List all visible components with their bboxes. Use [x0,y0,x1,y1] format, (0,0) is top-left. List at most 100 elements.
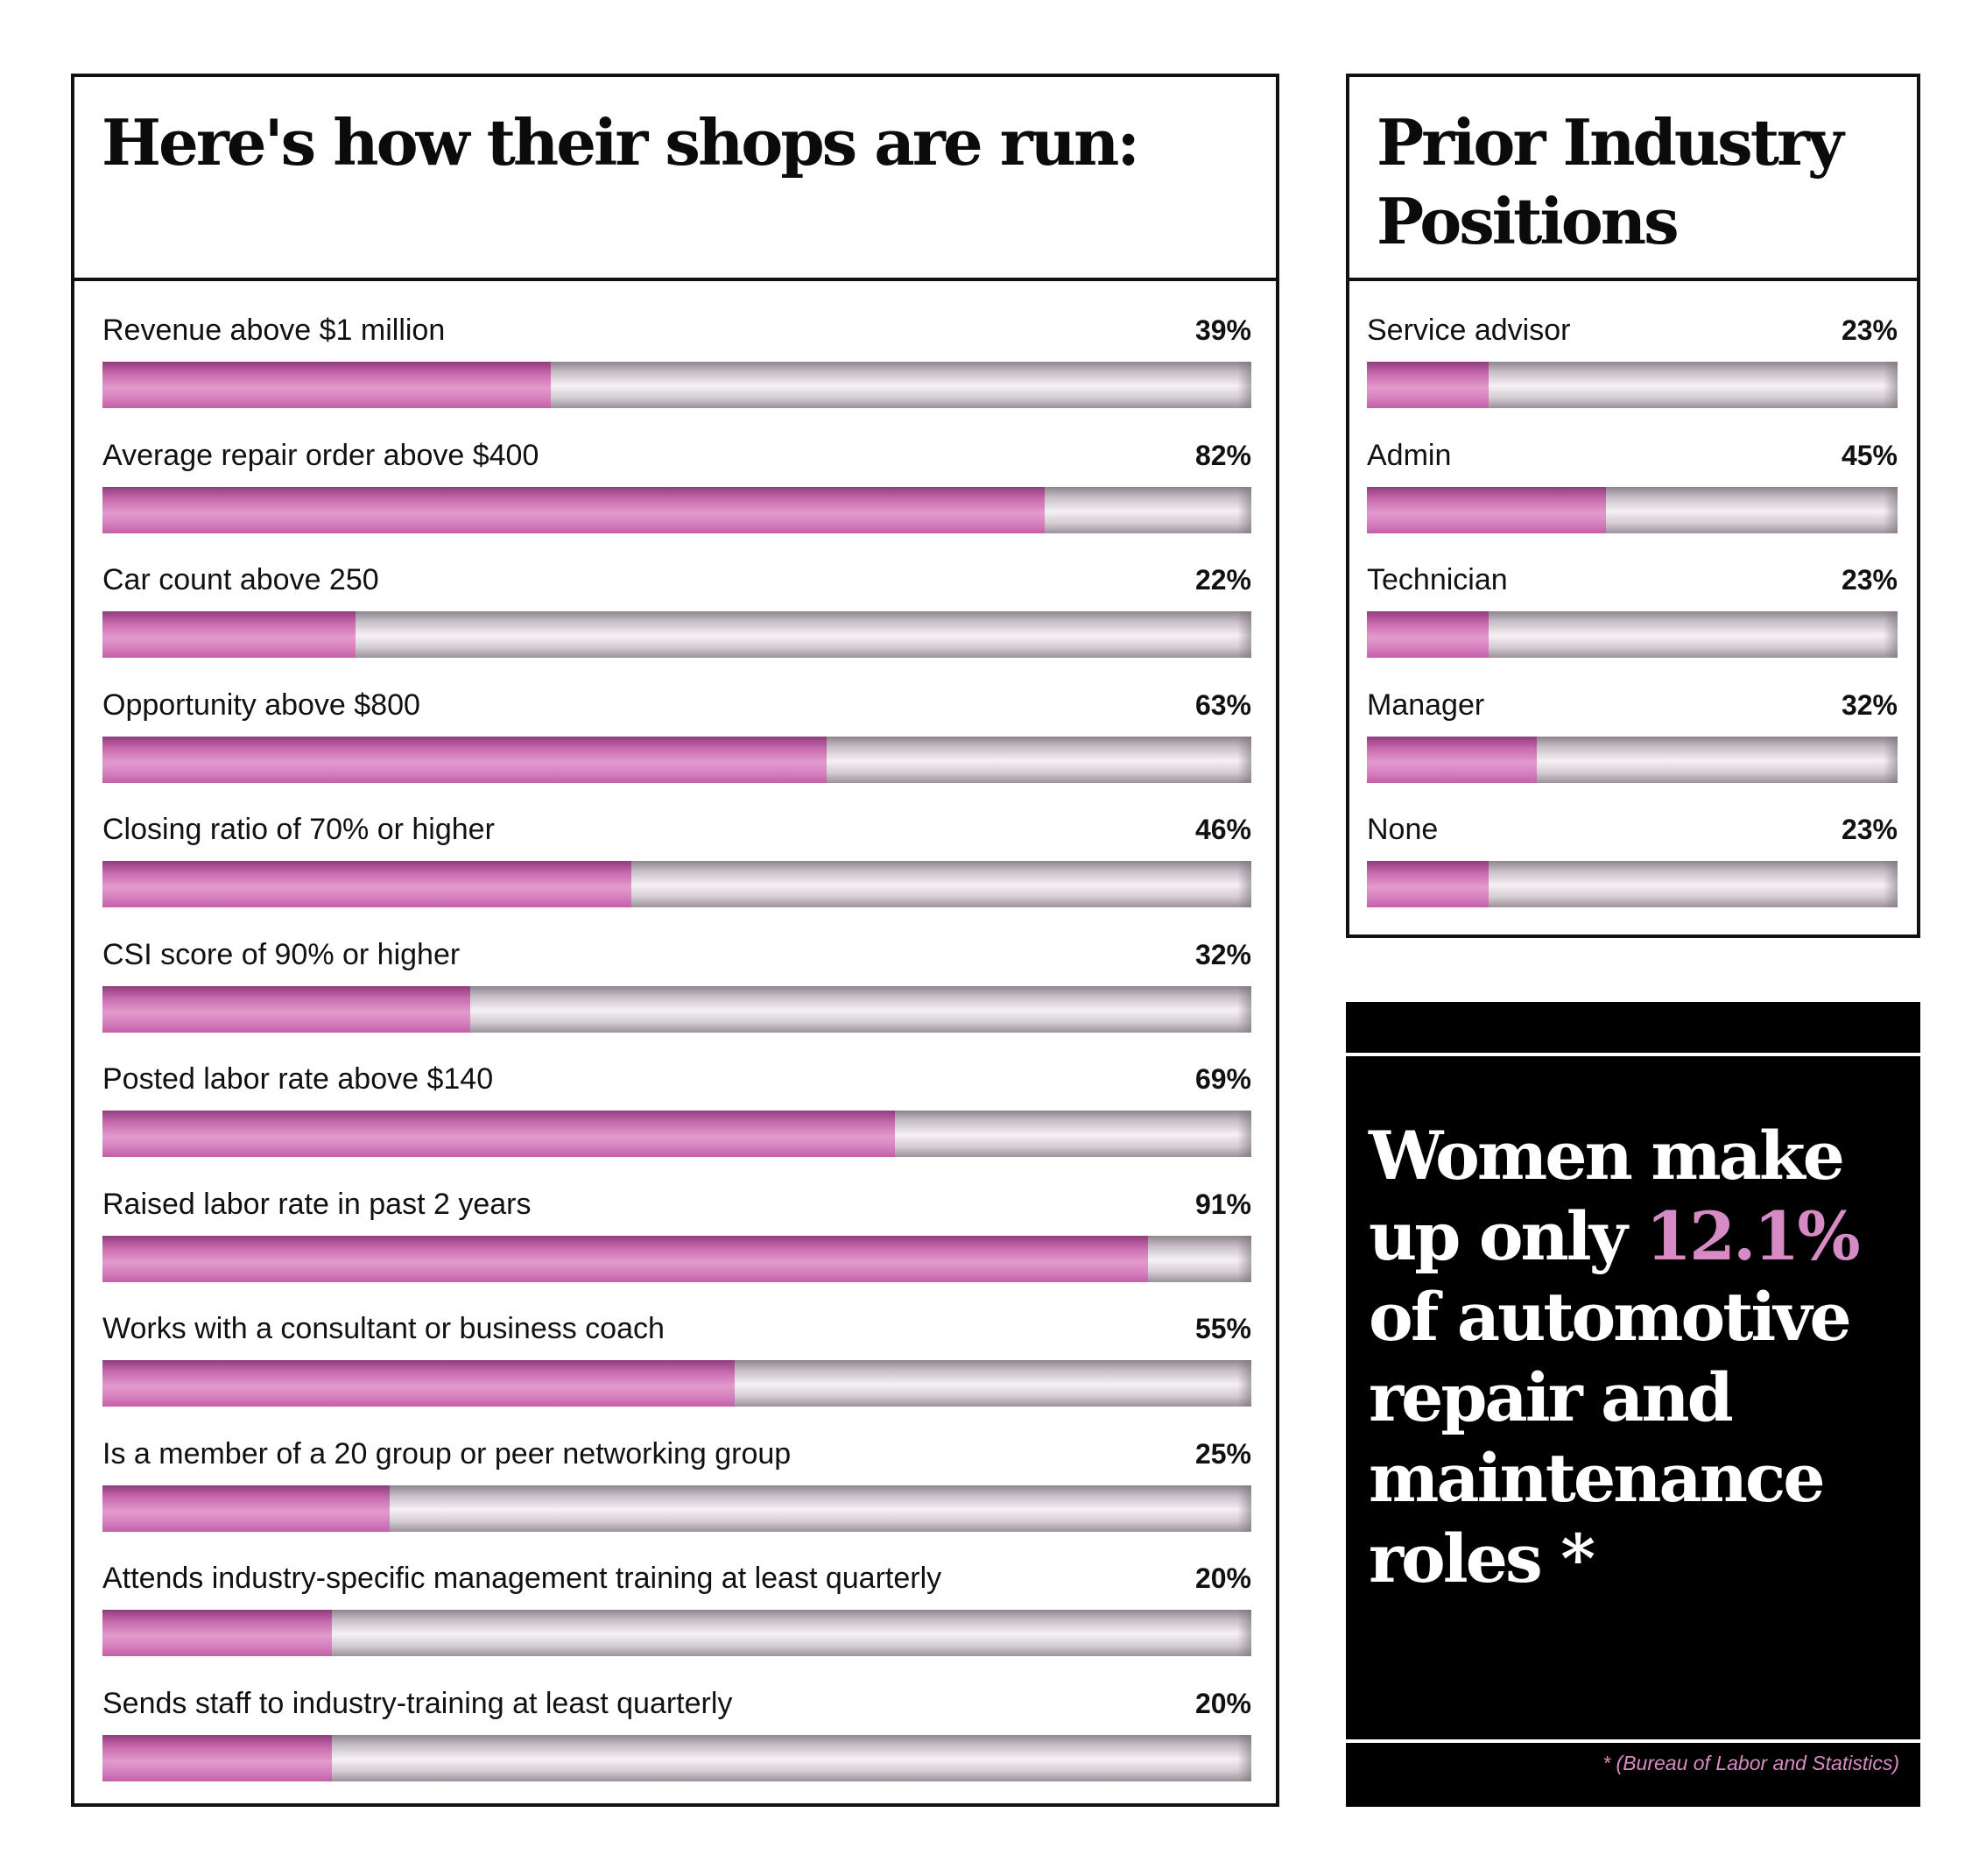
shop-stat-value: 91% [1194,1188,1251,1220]
shop-stat-bar-track [102,611,1251,658]
shop-stat-bar-track [102,861,1251,907]
shop-stats-panel: Here's how their shops are run: Revenue … [71,74,1279,1807]
prior-positions-header: Prior Industry Positions [1349,77,1917,281]
shop-stats-title: Here's how their shops are run: [102,105,1140,180]
shop-stat-bar [102,1610,333,1656]
shop-stat-row: Posted labor rate above $140 69% [102,1061,1251,1158]
callout-text-before: Women make up only [1369,1117,1845,1275]
prior-position-row: Technician 23% [1367,562,1898,659]
prior-position-label: Admin [1367,438,1452,472]
shop-stat-label: Opportunity above $800 [102,688,420,722]
shop-stat-bar [102,985,470,1033]
shop-stat-row: Attends industry-specific management tra… [102,1561,1251,1657]
prior-position-label: Technician [1367,563,1508,596]
prior-position-value: 45% [1841,439,1898,471]
shop-stat-bar-track [102,1610,1251,1656]
prior-position-bar-track [1367,362,1898,408]
shop-stat-value: 82% [1194,439,1251,471]
shop-stat-row: Raised labor rate in past 2 years 91% [102,1187,1251,1283]
shop-stat-bar-track [102,736,1251,783]
prior-position-row: Admin 45% [1367,438,1898,534]
shop-stat-bar-track [102,362,1251,408]
shop-stat-value: 32% [1194,938,1251,970]
shop-stat-value: 22% [1194,564,1251,596]
shop-stat-bar [102,1360,735,1407]
shop-stats-header: Here's how their shops are run: [74,77,1276,281]
shop-stat-value: 63% [1194,688,1251,721]
callout-text-after: of automotive repair and maintenance rol… [1369,1278,1852,1597]
shop-stat-row: Is a member of a 20 group or peer networ… [102,1436,1251,1533]
callout-asterisk: * [1539,1520,1595,1597]
shop-stat-bar [102,1485,390,1532]
shop-stat-label: Car count above 250 [102,563,379,596]
shop-stat-row: Works with a consultant or business coac… [102,1311,1251,1407]
shop-stat-value: 39% [1194,314,1251,346]
callout-source-note: * (Bureau of Labor and Statistics) [1602,1752,1899,1774]
shop-stat-label: Works with a consultant or business coac… [102,1312,665,1345]
prior-positions-title: Prior Industry Positions [1377,105,1844,258]
shop-stat-bar [102,486,1045,533]
shop-stat-label: Raised labor rate in past 2 years [102,1187,532,1221]
shop-stat-label: Attends industry-specific management tra… [102,1562,942,1595]
shop-stat-value: 20% [1194,1687,1251,1719]
shop-stat-bar [102,861,631,907]
prior-position-row: Service advisor 23% [1367,313,1898,409]
shop-stat-label: Posted labor rate above $140 [102,1062,494,1096]
shop-stat-row: Revenue above $1 million 39% [102,313,1251,409]
shop-stat-row: CSI score of 90% or higher 32% [102,937,1251,1033]
callout-bottom-divider [1346,1739,1920,1743]
shop-stat-bar-track [102,1485,1251,1532]
shop-stat-bar [102,1235,1148,1282]
shop-stat-row: Average repair order above $400 82% [102,438,1251,534]
shop-stat-bar-track [102,1734,1251,1781]
shop-stat-bar-track [102,985,1251,1033]
shop-stat-row: Opportunity above $800 63% [102,688,1251,784]
shop-stat-value: 25% [1194,1437,1251,1470]
prior-position-bar-track [1367,611,1898,658]
shop-stat-row: Car count above 250 22% [102,562,1251,659]
prior-position-bar [1367,486,1606,533]
shop-stat-label: CSI score of 90% or higher [102,937,461,971]
prior-position-bar-track [1367,486,1898,533]
prior-position-bar [1367,362,1490,408]
prior-position-bar-track [1367,736,1898,783]
prior-position-bar-track [1367,861,1898,907]
shop-stat-value: 55% [1194,1313,1251,1344]
prior-position-value: 32% [1841,688,1898,721]
shop-stat-value: 69% [1194,1063,1251,1095]
prior-position-value: 23% [1841,564,1898,596]
shop-stat-bar [102,611,356,658]
shop-stat-bar [102,736,827,783]
shop-stat-label: Revenue above $1 million [102,314,446,347]
prior-position-label: Service advisor [1367,314,1571,347]
shop-stat-row: Closing ratio of 70% or higher 46% [102,812,1251,908]
prior-position-row: None 23% [1367,812,1898,908]
prior-position-label: Manager [1367,688,1485,722]
shop-stat-bar [102,362,551,408]
callout-highlight-percent: 12.1% [1645,1197,1860,1275]
shop-stat-bar-track [102,486,1251,533]
shop-stat-label: Average repair order above $400 [102,438,539,472]
prior-position-bar [1367,611,1490,658]
prior-position-label: None [1367,813,1439,846]
shop-stat-label: Closing ratio of 70% or higher [102,813,495,846]
prior-position-value: 23% [1841,814,1898,845]
shop-stat-bar-track [102,1111,1251,1157]
shop-stat-label: Sends staff to industry-training at leas… [102,1686,733,1720]
shop-stat-bar-track [102,1235,1251,1282]
callout-top-divider [1346,1053,1920,1056]
prior-position-bar [1367,736,1537,783]
shop-stat-label: Is a member of a 20 group or peer networ… [102,1436,792,1470]
shop-stat-bar [102,1111,896,1157]
shop-stat-value: 20% [1194,1562,1251,1594]
prior-position-row: Manager 32% [1367,688,1898,784]
shop-stat-value: 46% [1194,814,1251,845]
prior-position-value: 23% [1841,314,1898,346]
prior-positions-panel: Prior Industry Positions Service advisor… [1346,74,1920,938]
shop-stat-bar [102,1734,333,1781]
women-stat-callout: Women make up only 12.1% of automotive r… [1346,1002,1920,1807]
shop-stat-row: Sends staff to industry-training at leas… [102,1686,1251,1782]
shop-stat-bar-track [102,1360,1251,1407]
prior-position-bar [1367,861,1490,907]
callout-statement: Women make up only 12.1% of automotive r… [1369,1116,1912,1599]
